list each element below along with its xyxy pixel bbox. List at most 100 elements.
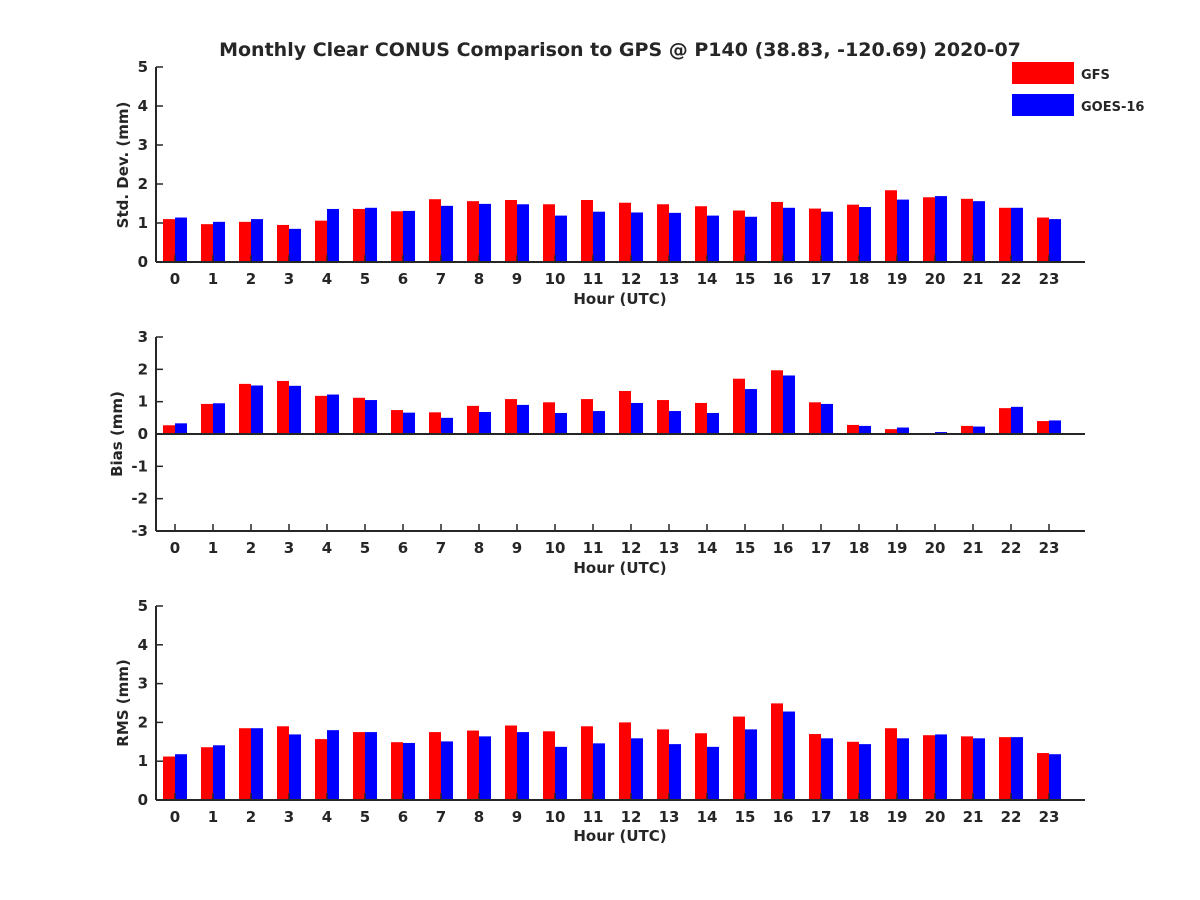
std-dev-x-tick-label: 18 xyxy=(849,270,870,288)
std-dev-x-tick-label: 17 xyxy=(811,270,832,288)
rms-bar-gfs-hour-12 xyxy=(619,722,631,800)
rms-x-tick-label: 14 xyxy=(697,808,718,826)
std-dev-bar-gfs-hour-17 xyxy=(809,208,821,262)
rms-bar-goes16-hour-14 xyxy=(707,746,719,800)
rms-bars xyxy=(163,703,1061,800)
bias-bar-gfs-hour-16 xyxy=(771,370,783,434)
rms-bar-gfs-hour-10 xyxy=(543,731,555,800)
bias-bar-goes16-hour-12 xyxy=(631,402,643,434)
bias-bar-goes16-hour-23 xyxy=(1049,420,1061,434)
std-dev-bar-gfs-hour-22 xyxy=(999,207,1011,262)
std-dev-y-tick-label: 2 xyxy=(138,175,148,193)
bias-bar-gfs-hour-18 xyxy=(847,424,859,434)
std-dev-bar-goes16-hour-3 xyxy=(289,228,301,262)
bias-y-tick-label: 1 xyxy=(138,393,148,411)
std-dev-bar-goes16-hour-6 xyxy=(403,210,415,262)
bias-bar-gfs-hour-13 xyxy=(657,400,669,434)
std-dev-bar-gfs-hour-2 xyxy=(239,221,251,262)
rms-y-tick-label: 0 xyxy=(138,791,148,809)
std-dev-bar-gfs-hour-14 xyxy=(695,206,707,262)
bias-x-tick-label: 7 xyxy=(436,539,446,557)
bias-y-axis-label: Bias (mm) xyxy=(108,391,126,477)
rms-x-tick-label: 1 xyxy=(208,808,218,826)
std-dev-x-tick-label: 12 xyxy=(621,270,642,288)
std-dev-x-tick-label: 2 xyxy=(246,270,256,288)
std-dev-bar-goes16-hour-23 xyxy=(1049,219,1061,262)
rms-x-tick-label: 9 xyxy=(512,808,522,826)
bias-x-tick-label: 21 xyxy=(963,539,984,557)
rms-bar-goes16-hour-21 xyxy=(973,738,985,800)
std-dev-bar-goes16-hour-0 xyxy=(175,217,187,262)
rms-bar-goes16-hour-23 xyxy=(1049,754,1061,800)
rms-y-tick-label: 3 xyxy=(138,675,148,693)
std-dev-x-tick-label: 8 xyxy=(474,270,484,288)
bias-x-tick-label: 20 xyxy=(925,539,946,557)
std-dev-x-tick-label: 22 xyxy=(1001,270,1022,288)
rms-x-tick-label: 17 xyxy=(811,808,832,826)
rms-bar-goes16-hour-9 xyxy=(517,732,529,800)
std-dev-x-tick-label: 11 xyxy=(583,270,604,288)
rms-x-tick-label: 12 xyxy=(621,808,642,826)
rms-y-tick-label: 5 xyxy=(138,597,148,615)
std-dev-bar-goes16-hour-8 xyxy=(479,203,491,262)
rms-bar-goes16-hour-8 xyxy=(479,736,491,800)
std-dev-bar-goes16-hour-7 xyxy=(441,205,453,262)
std-dev-x-tick-label: 3 xyxy=(284,270,294,288)
rms-bar-goes16-hour-6 xyxy=(403,742,415,800)
bias-bar-gfs-hour-1 xyxy=(201,403,213,434)
bias-bar-gfs-hour-17 xyxy=(809,402,821,434)
std-dev-bar-gfs-hour-9 xyxy=(505,199,517,262)
rms-bar-goes16-hour-17 xyxy=(821,738,833,800)
rms-bar-goes16-hour-18 xyxy=(859,744,871,800)
rms-bar-gfs-hour-21 xyxy=(961,736,973,800)
rms-bar-gfs-hour-17 xyxy=(809,734,821,800)
bias-y-tick-label: 0 xyxy=(138,425,148,443)
bias-bar-goes16-hour-7 xyxy=(441,417,453,434)
legend-swatch-gfs xyxy=(1012,62,1074,84)
rms-bar-gfs-hour-11 xyxy=(581,726,593,800)
rms-x-tick-label: 13 xyxy=(659,808,680,826)
std-dev-bar-gfs-hour-6 xyxy=(391,211,403,262)
std-dev-bar-goes16-hour-20 xyxy=(935,196,947,262)
rms-y-tick-label: 4 xyxy=(138,636,148,654)
bias-bar-gfs-hour-19 xyxy=(885,429,897,434)
std-dev-y-axis-label: Std. Dev. (mm) xyxy=(114,102,132,229)
rms-x-tick-label: 8 xyxy=(474,808,484,826)
rms-x-axis-label: Hour (UTC) xyxy=(573,827,666,845)
rms-x-tick-label: 16 xyxy=(773,808,794,826)
rms-bar-goes16-hour-22 xyxy=(1011,737,1023,800)
bias-x-tick-label: 15 xyxy=(735,539,756,557)
rms-x-tick-label: 23 xyxy=(1039,808,1060,826)
bias-bar-goes16-hour-10 xyxy=(555,412,567,434)
legend-label-goes16: GOES-16 xyxy=(1081,100,1144,115)
rms-bar-gfs-hour-7 xyxy=(429,732,441,800)
rms-bar-gfs-hour-8 xyxy=(467,730,479,800)
bias-bar-goes16-hour-3 xyxy=(289,385,301,434)
bias-bar-gfs-hour-2 xyxy=(239,383,251,434)
rms-x-tick-label: 7 xyxy=(436,808,446,826)
rms-bar-gfs-hour-23 xyxy=(1037,753,1049,800)
bias-x-tick-label: 9 xyxy=(512,539,522,557)
bias-x-tick-label: 22 xyxy=(1001,539,1022,557)
bias-x-tick-label: 18 xyxy=(849,539,870,557)
rms-bar-goes16-hour-12 xyxy=(631,738,643,800)
rms-bar-goes16-hour-19 xyxy=(897,738,909,800)
std-dev-bar-gfs-hour-23 xyxy=(1037,217,1049,262)
rms-bar-gfs-hour-20 xyxy=(923,735,935,800)
rms-bar-goes16-hour-3 xyxy=(289,734,301,800)
rms-bar-gfs-hour-2 xyxy=(239,728,251,800)
bias-x-tick-label: 2 xyxy=(246,539,256,557)
bias-x-tick-label: 8 xyxy=(474,539,484,557)
std-dev-x-tick-label: 13 xyxy=(659,270,680,288)
legend-swatch-goes16 xyxy=(1012,94,1074,116)
rms-x-tick-label: 2 xyxy=(246,808,256,826)
bias-bar-gfs-hour-7 xyxy=(429,412,441,434)
rms-bar-goes16-hour-2 xyxy=(251,728,263,800)
rms-x-tick-label: 11 xyxy=(583,808,604,826)
bias-bar-gfs-hour-15 xyxy=(733,378,745,434)
rms-bar-goes16-hour-13 xyxy=(669,744,681,800)
